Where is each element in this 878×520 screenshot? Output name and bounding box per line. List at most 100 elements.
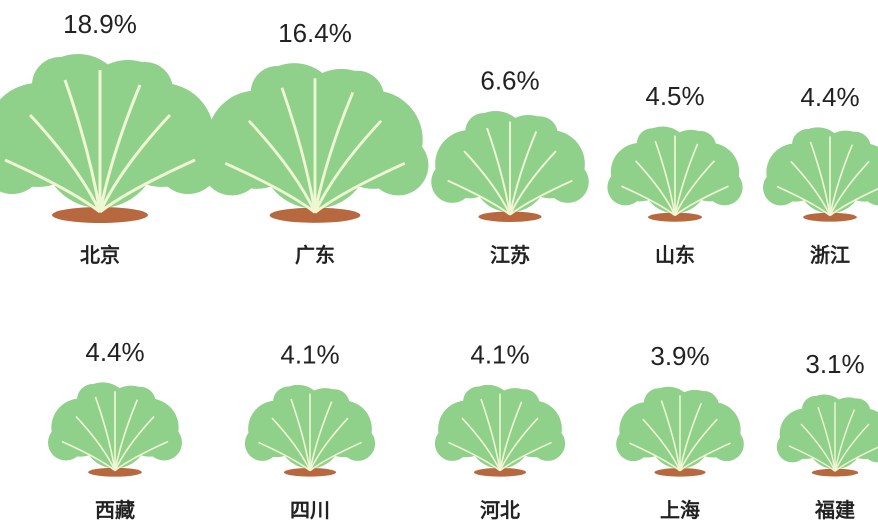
vein [509, 130, 538, 215]
leaf [463, 386, 494, 417]
vein [114, 440, 169, 472]
vein [654, 140, 676, 216]
vein [679, 418, 718, 472]
leaf [689, 390, 719, 421]
value-label: 3.1% [805, 349, 864, 379]
leaf [117, 62, 173, 118]
vein [114, 415, 155, 471]
leaf [509, 389, 540, 420]
plant [48, 382, 182, 477]
soil [654, 468, 706, 477]
vein [829, 144, 854, 216]
soil [52, 207, 148, 223]
vein [314, 162, 406, 214]
soil [473, 467, 527, 477]
plant [434, 384, 566, 477]
vein [63, 79, 102, 213]
vein [486, 127, 511, 215]
plant [763, 127, 878, 222]
soil [269, 207, 361, 223]
category-label: 江苏 [490, 243, 530, 267]
vein [499, 401, 523, 471]
vein [61, 440, 116, 472]
vein [461, 417, 501, 472]
vein [790, 160, 831, 216]
category-label: 上海 [660, 498, 700, 520]
category-label: 四川 [290, 498, 330, 520]
vein [679, 402, 703, 471]
vein [313, 119, 383, 214]
leaf [331, 70, 384, 124]
vein [674, 143, 699, 216]
vein [75, 415, 116, 471]
leaf [77, 384, 109, 416]
vein [834, 409, 856, 472]
vein [98, 113, 172, 213]
leaf [0, 130, 44, 194]
soil [283, 467, 337, 477]
leaf [319, 389, 350, 420]
leaf [861, 169, 878, 206]
vein [98, 84, 142, 213]
plant [776, 394, 878, 477]
vein [509, 150, 557, 216]
category-label: 西藏 [95, 498, 135, 520]
value-label: 4.1% [470, 339, 529, 369]
leaf [273, 386, 304, 417]
vein [634, 160, 676, 216]
vein [629, 442, 681, 472]
vein [809, 141, 831, 216]
value-label: 4.1% [280, 339, 339, 369]
vein [499, 441, 552, 472]
vein [788, 445, 836, 472]
category-label: 河北 [480, 498, 520, 520]
leaf [839, 131, 871, 164]
soil [811, 468, 859, 477]
vein [28, 113, 102, 213]
vein [271, 417, 311, 472]
vein [309, 441, 362, 472]
vein [309, 417, 349, 472]
value-label: 16.4% [278, 18, 352, 48]
leaf [124, 386, 156, 419]
value-label: 18.9% [63, 9, 137, 39]
vein [679, 442, 731, 472]
vein [480, 398, 501, 471]
leaf [465, 112, 503, 150]
vein [829, 187, 878, 217]
vein [674, 185, 729, 217]
soil [478, 211, 542, 222]
plant [607, 126, 743, 222]
leaf [643, 388, 674, 419]
leaf [843, 398, 871, 426]
vein [834, 423, 870, 472]
vein [290, 398, 311, 471]
soil [88, 467, 142, 477]
soil [647, 212, 703, 222]
vein [247, 119, 317, 214]
leaf [792, 129, 824, 161]
leaf [250, 65, 304, 119]
vein [114, 399, 139, 471]
vein [800, 423, 836, 472]
vein [621, 185, 676, 217]
vein [280, 87, 317, 213]
leaf [636, 128, 669, 160]
value-label: 4.4% [85, 337, 144, 367]
value-label: 4.5% [645, 81, 704, 111]
vein [834, 446, 878, 472]
value-label: 6.6% [480, 66, 539, 96]
category-label: 山东 [655, 243, 695, 267]
vein [309, 401, 333, 471]
vein [674, 160, 716, 216]
leaf [32, 57, 88, 113]
category-label: 北京 [80, 243, 120, 267]
plant [201, 63, 429, 223]
leaf [802, 395, 830, 424]
soil [803, 212, 857, 222]
vein [94, 396, 116, 471]
value-label: 4.4% [800, 82, 859, 112]
vein [642, 418, 681, 472]
vein [509, 179, 573, 216]
vein [499, 417, 539, 472]
